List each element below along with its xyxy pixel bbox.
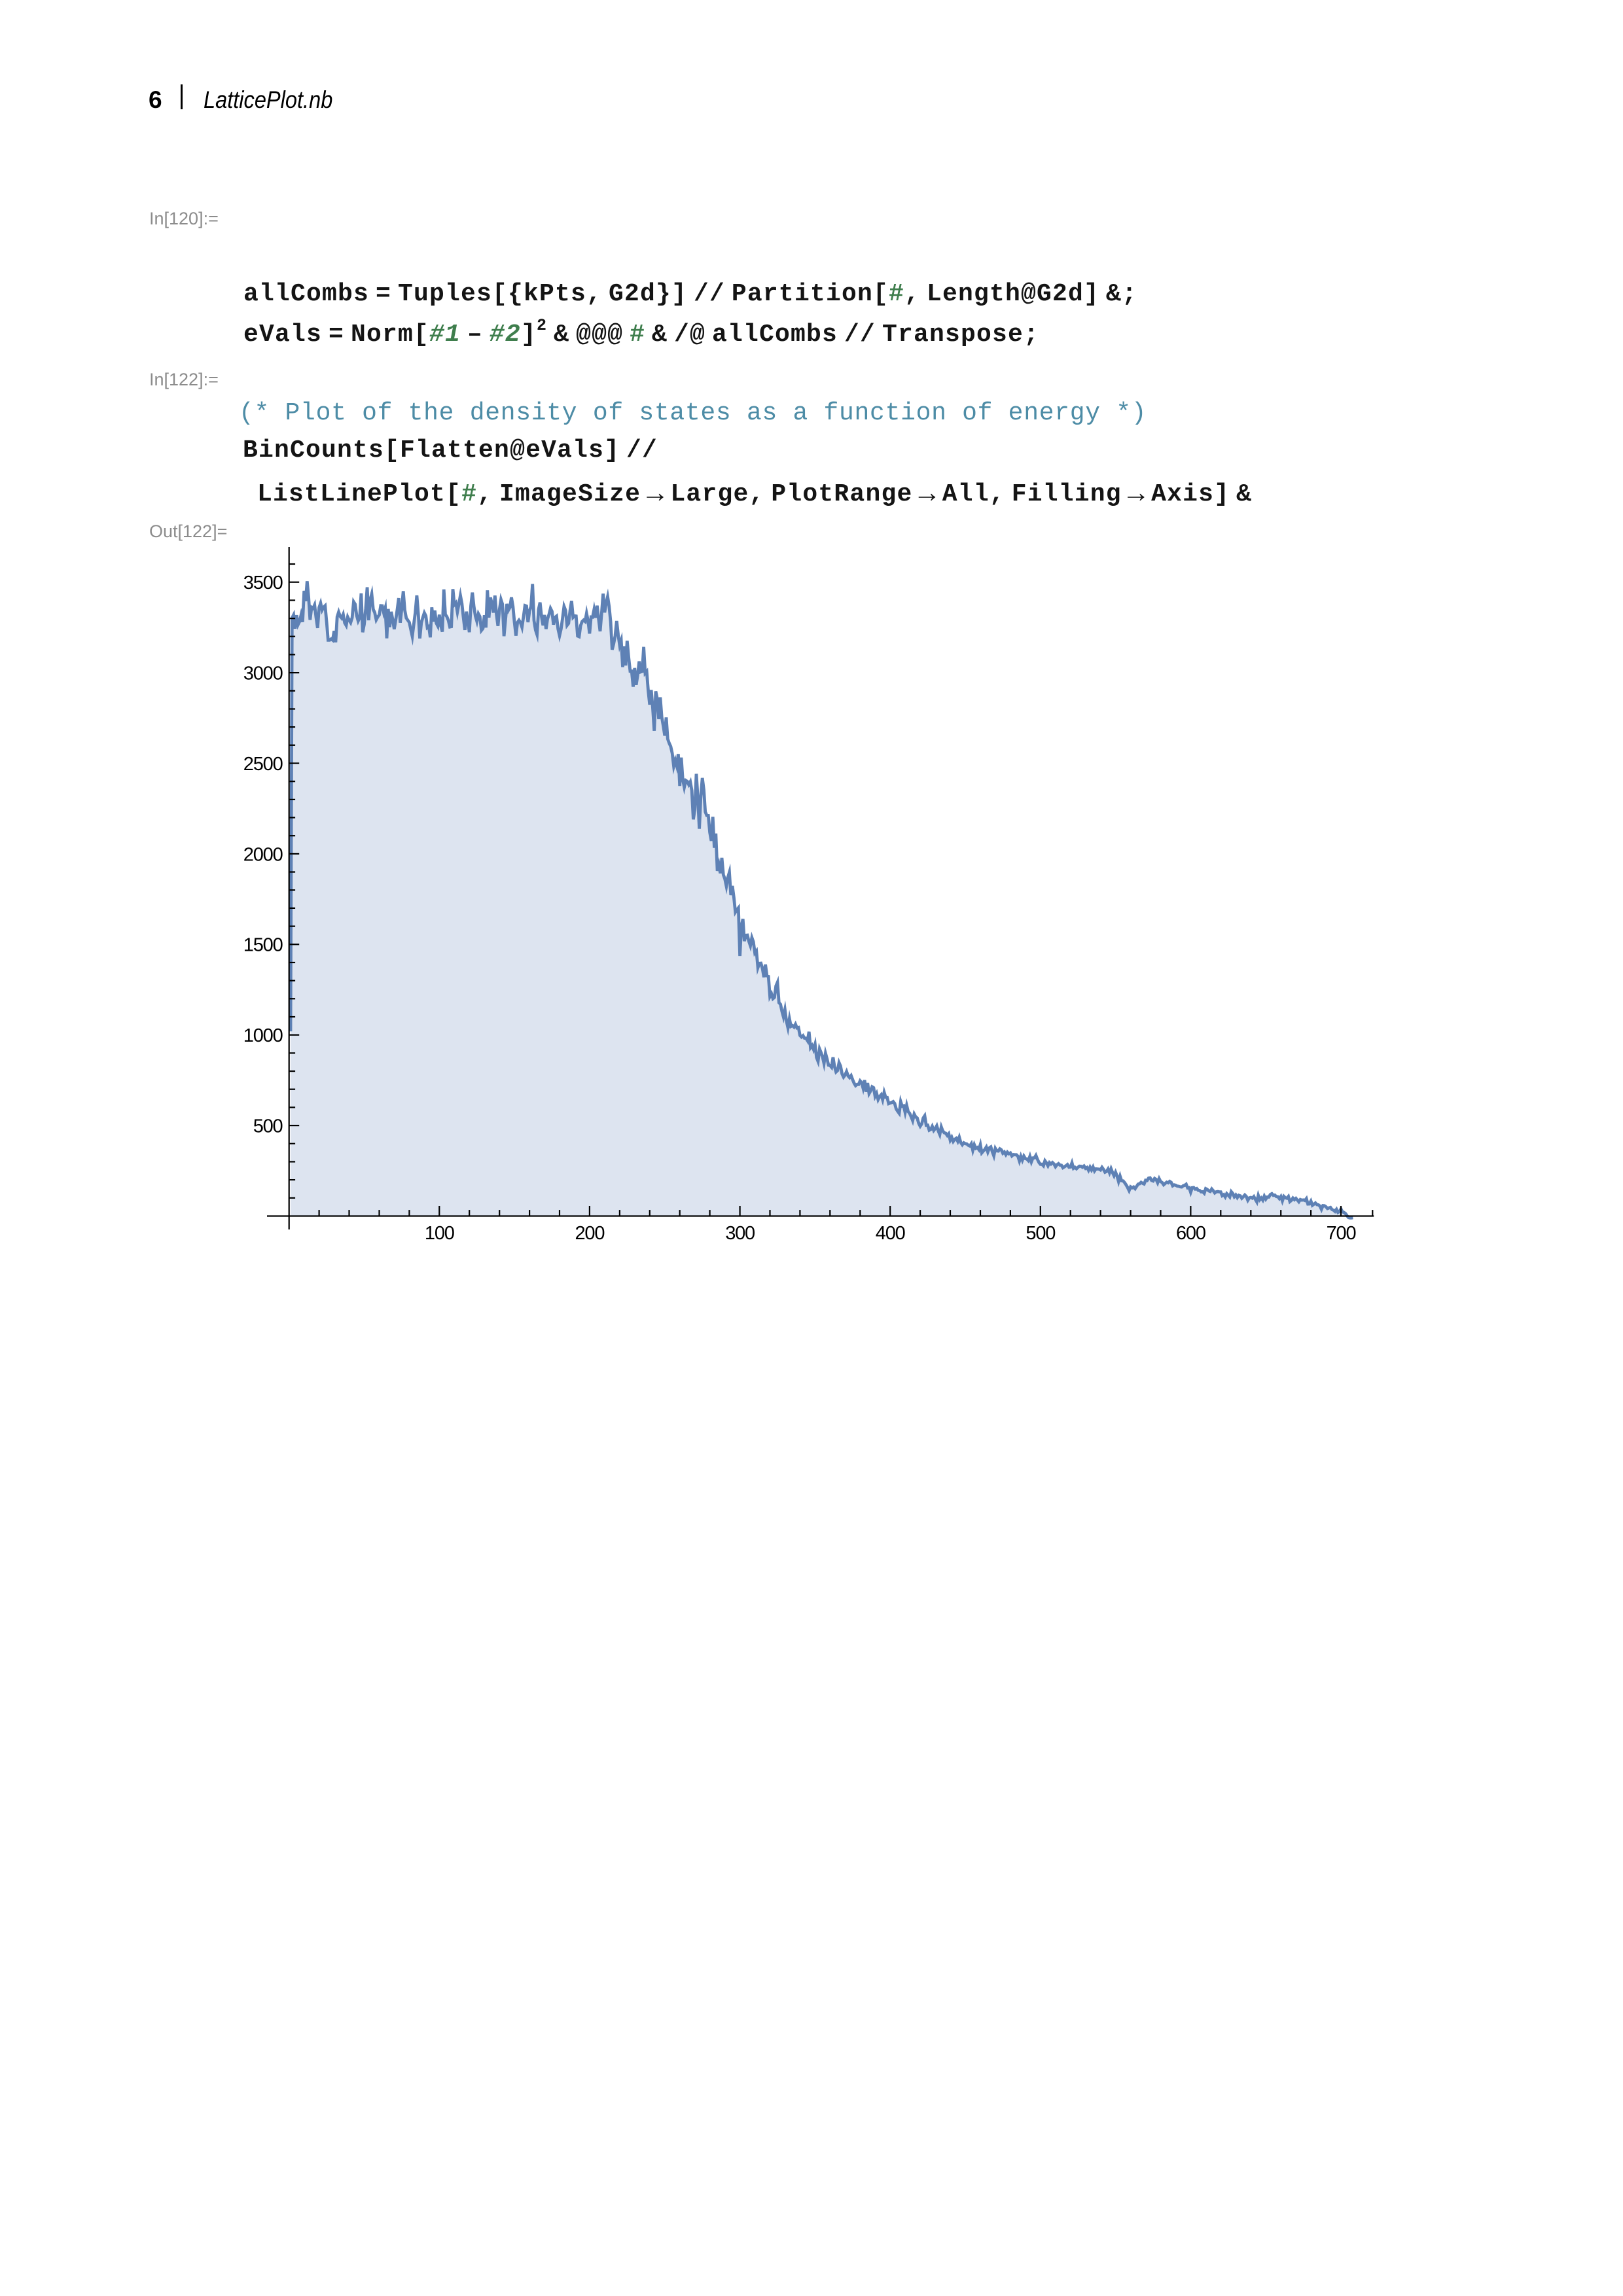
svg-text:3500: 3500 [243,573,283,593]
svg-text:500: 500 [253,1116,283,1137]
svg-text:2500: 2500 [243,754,283,775]
svg-text:700: 700 [1327,1223,1356,1244]
svg-text:600: 600 [1176,1223,1205,1244]
svg-text:300: 300 [725,1223,755,1244]
svg-text:1000: 1000 [243,1025,283,1046]
svg-text:500: 500 [1026,1223,1055,1244]
svg-text:3000: 3000 [243,663,283,684]
svg-text:400: 400 [876,1223,905,1244]
svg-text:200: 200 [575,1223,605,1244]
svg-text:100: 100 [425,1223,454,1244]
svg-text:1500: 1500 [243,935,283,956]
svg-text:2000: 2000 [243,844,283,865]
